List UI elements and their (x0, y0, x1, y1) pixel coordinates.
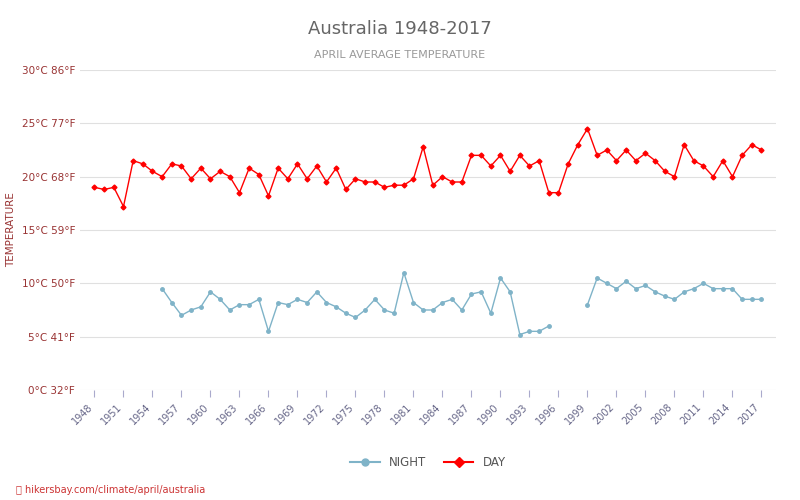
Legend: NIGHT, DAY: NIGHT, DAY (346, 452, 510, 473)
Y-axis label: TEMPERATURE: TEMPERATURE (6, 192, 16, 268)
Text: 📍 hikersbay.com/climate/april/australia: 📍 hikersbay.com/climate/april/australia (16, 485, 206, 495)
Text: Australia 1948-2017: Australia 1948-2017 (308, 20, 492, 38)
Text: APRIL AVERAGE TEMPERATURE: APRIL AVERAGE TEMPERATURE (314, 50, 486, 60)
